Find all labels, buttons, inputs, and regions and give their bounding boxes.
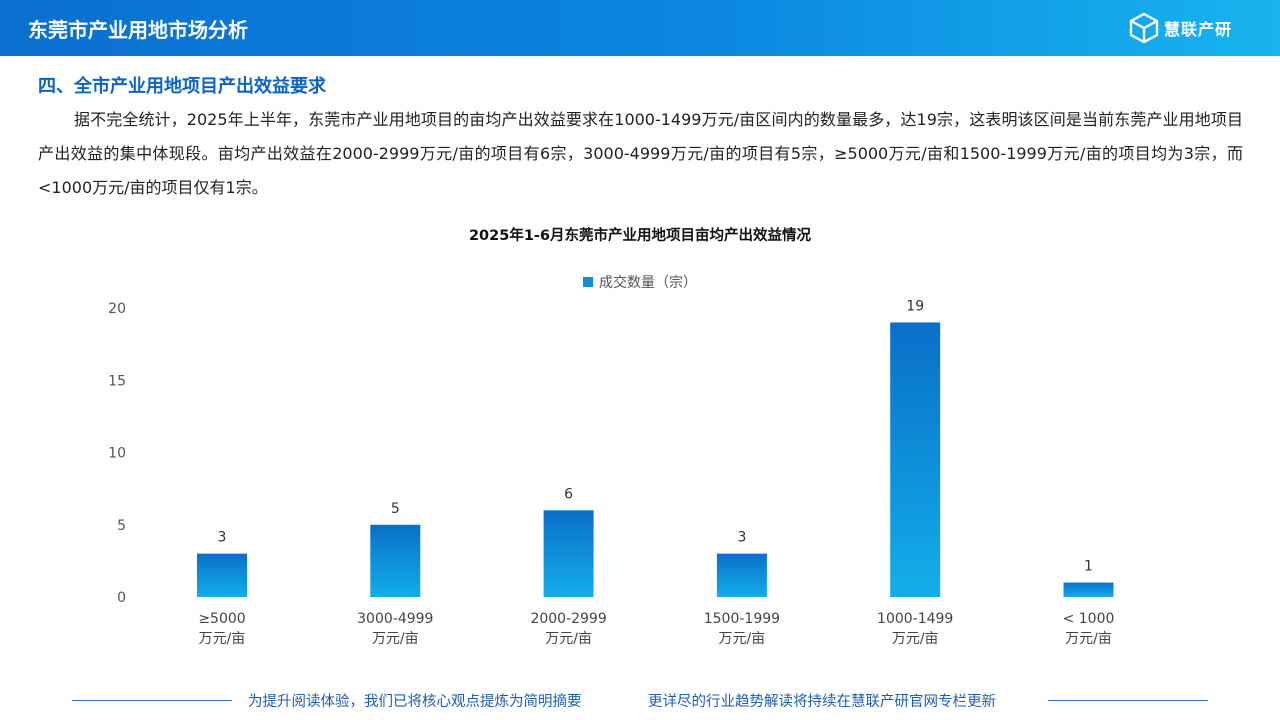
bar[interactable] xyxy=(543,510,594,597)
bar[interactable] xyxy=(1063,582,1114,597)
chart-legend[interactable]: 成交数量（宗） xyxy=(0,272,1280,292)
bar-value-label: 6 xyxy=(564,486,573,502)
x-tick-label: 2000-2999 xyxy=(530,611,606,627)
legend-swatch xyxy=(583,277,593,287)
x-tick-label: 3000-4999 xyxy=(357,611,433,627)
page-title: 东莞市产业用地市场分析 xyxy=(28,18,248,42)
y-tick-label: 0 xyxy=(117,590,126,606)
x-tick-label: 1000-1499 xyxy=(877,611,953,627)
y-tick-label: 15 xyxy=(108,373,126,389)
y-tick-label: 5 xyxy=(117,518,126,534)
chart-title: 2025年1-6月东莞市产业用地项目亩均产出效益情况 xyxy=(468,228,812,244)
footer-note-left: 为提升阅读体验，我们已将核心观点提炼为简明摘要 xyxy=(248,694,582,710)
bar-value-label: 19 xyxy=(906,298,924,314)
x-tick-unit-label: 万元/亩 xyxy=(1065,630,1112,647)
bar-series: 3 5 6 3 19 1 xyxy=(197,298,1114,597)
legend-label: 成交数量（宗） xyxy=(599,275,697,291)
x-tick-unit-label: 万元/亩 xyxy=(199,630,246,647)
bar-value-label: 1 xyxy=(1084,559,1093,575)
footer-note-right: 更详尽的行业趋势解读将持续在慧联产研官网专栏更新 xyxy=(648,694,996,710)
x-tick-unit-label: 万元/亩 xyxy=(892,630,939,647)
y-axis: 0 5 10 15 20 xyxy=(108,301,126,606)
x-tick-label: 1500-1999 xyxy=(704,611,780,627)
y-tick-label: 20 xyxy=(108,301,126,317)
footer-divider-right xyxy=(1048,700,1208,701)
bar[interactable] xyxy=(890,322,941,597)
bar-value-label: 3 xyxy=(737,530,746,546)
x-tick-label: ≥5000 xyxy=(198,611,245,627)
bar[interactable] xyxy=(716,553,767,597)
x-tick-unit-label: 万元/亩 xyxy=(372,630,419,647)
bar[interactable] xyxy=(197,553,247,597)
x-axis: ≥5000 万元/亩 3000-4999 万元/亩 2000-2999 万元/亩 1500-… xyxy=(198,611,1114,647)
bar-value-label: 5 xyxy=(391,501,400,517)
summary-paragraph: 据不完全统计，2025年上半年，东莞市产业用地项目的亩均产出效益要求在1000-… xyxy=(38,110,1243,197)
brand-logo: 慧联产研 xyxy=(1128,12,1232,44)
y-tick-label: 10 xyxy=(108,446,126,462)
cube-logo-icon xyxy=(1129,12,1159,44)
section-heading: 四、全市产业用地项目产出效益要求 xyxy=(38,76,326,97)
bar-chart: 0 5 10 15 20 3 5 6 3 19 1 ≥5000 万元/亩 3000-4999 万元/亩 2… xyxy=(108,298,1114,647)
logo-text: 慧联产研 xyxy=(1163,20,1232,39)
footer-divider-left xyxy=(72,700,232,701)
x-tick-unit-label: 万元/亩 xyxy=(545,630,592,647)
x-tick-unit-label: 万元/亩 xyxy=(719,630,766,647)
header-bar: 东莞市产业用地市场分析 慧联产研 xyxy=(0,0,1280,56)
bar-value-label: 3 xyxy=(218,530,227,546)
x-tick-label: < 1000 xyxy=(1063,611,1115,627)
bar[interactable] xyxy=(370,524,421,597)
